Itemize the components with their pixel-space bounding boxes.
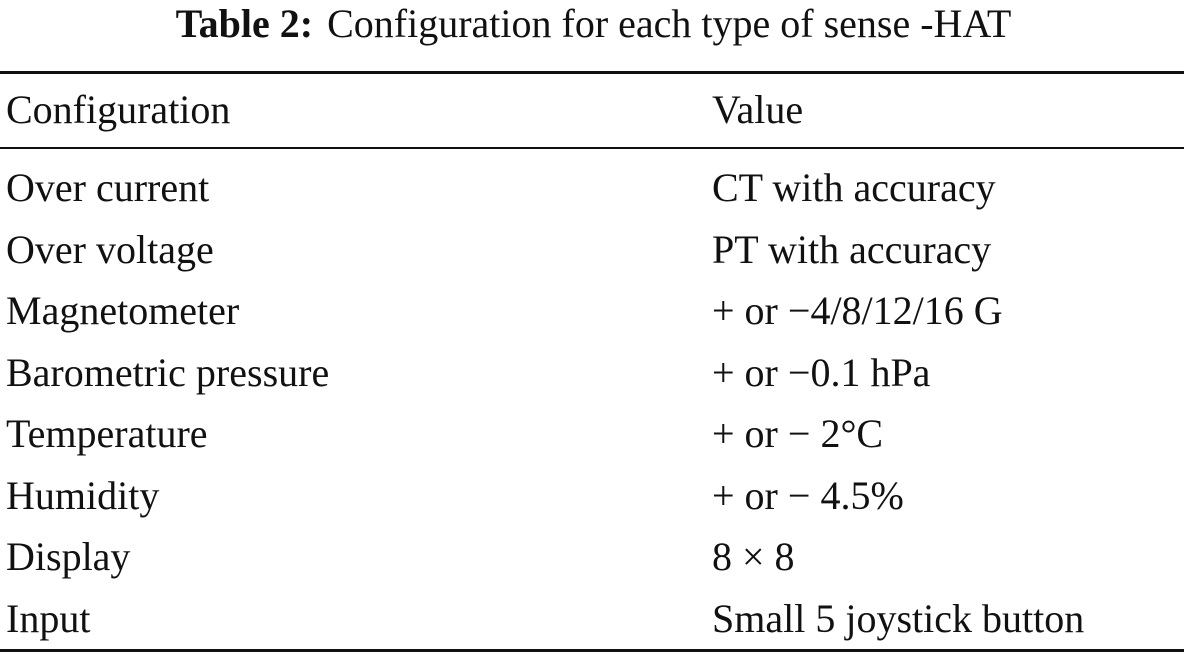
table-caption: Table 2: Configuration for each type of s… xyxy=(0,0,1187,48)
bottom-rule xyxy=(0,649,1184,652)
value-cell: + or −4/8/12/16 G xyxy=(712,288,1003,333)
caption-label: Table 2: xyxy=(175,1,314,46)
config-cell: Magnetometer xyxy=(6,288,240,333)
config-cell: Temperature xyxy=(6,411,208,456)
value-cell: 8 × 8 xyxy=(712,534,795,579)
value-cell: + or −0.1 hPa xyxy=(712,349,931,395)
value-cell: + or − 2°C xyxy=(712,411,884,456)
value-cell: + or − 4.5% xyxy=(712,472,904,518)
value-cell: Small 5 joystick button xyxy=(712,595,1085,641)
value-cell: CT with accuracy xyxy=(712,165,996,210)
config-cell: Over voltage xyxy=(6,226,214,272)
config-cell: Barometric pressure xyxy=(6,349,330,395)
config-cell: Display xyxy=(6,534,131,579)
config-cell: Humidity xyxy=(6,472,160,518)
config-cell: Over current xyxy=(6,165,210,210)
value-cell: PT with accuracy xyxy=(712,226,992,272)
config-cell: Input xyxy=(6,595,91,641)
top-rule xyxy=(0,71,1184,74)
header-cell: Configuration xyxy=(6,87,231,132)
header-cell: Value xyxy=(712,87,804,132)
header-rule xyxy=(0,147,1184,149)
caption-text: Configuration for each type of sense -HA… xyxy=(327,1,1012,46)
